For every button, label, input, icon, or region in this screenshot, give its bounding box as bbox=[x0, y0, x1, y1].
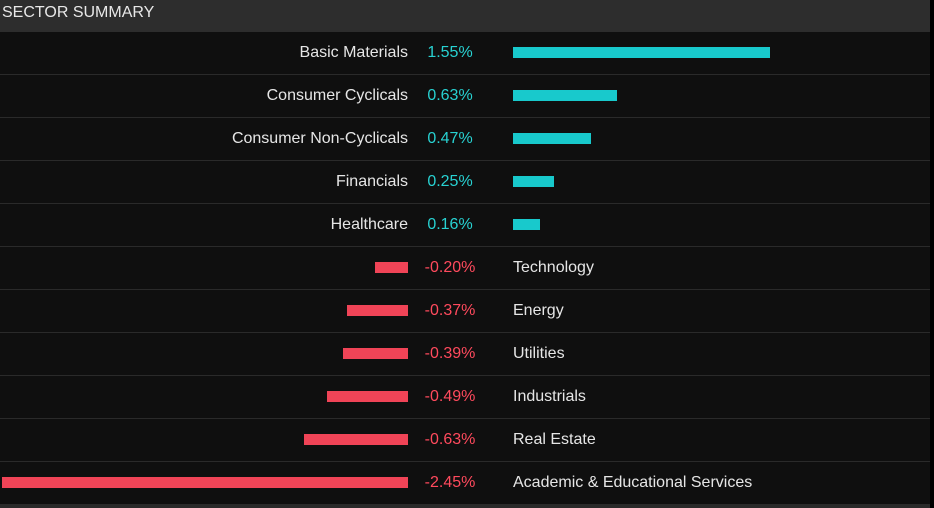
sector-change-value: 0.25% bbox=[427, 173, 473, 190]
sector-label: Real Estate bbox=[513, 431, 596, 448]
sector-row: Utilities -0.39% bbox=[0, 333, 930, 376]
negative-bar bbox=[343, 348, 408, 359]
sector-row: Industrials -0.49% bbox=[0, 376, 930, 419]
sector-row: Technology -0.20% bbox=[0, 247, 930, 290]
panel-title: SECTOR SUMMARY bbox=[0, 0, 930, 32]
sector-row: Consumer Cyclicals 0.63% bbox=[0, 75, 930, 118]
sector-row: Healthcare 0.16% bbox=[0, 204, 930, 247]
sector-label: Energy bbox=[513, 302, 564, 319]
sector-change-value: 1.55% bbox=[427, 44, 473, 61]
negative-bar bbox=[327, 391, 408, 402]
bottom-divider bbox=[0, 504, 930, 508]
sector-row: Consumer Non-Cyclicals 0.47% bbox=[0, 118, 930, 161]
sector-label: Consumer Non-Cyclicals bbox=[231, 130, 408, 147]
sector-row: Financials 0.25% bbox=[0, 161, 930, 204]
negative-bar bbox=[375, 262, 408, 273]
sector-change-value: -0.39% bbox=[424, 345, 476, 362]
sector-change-value: 0.63% bbox=[427, 87, 473, 104]
sector-label: Healthcare bbox=[330, 216, 408, 233]
sector-change-value: -0.49% bbox=[424, 388, 476, 405]
negative-bar bbox=[347, 305, 408, 316]
positive-bar bbox=[513, 90, 617, 101]
sector-change-value: 0.16% bbox=[427, 216, 473, 233]
sector-label: Basic Materials bbox=[299, 44, 408, 61]
sector-row: Basic Materials 1.55% bbox=[0, 32, 930, 75]
sector-change-value: -2.45% bbox=[424, 474, 476, 491]
sector-change-value: -0.20% bbox=[424, 259, 476, 276]
sector-change-value: 0.47% bbox=[427, 130, 473, 147]
positive-bar bbox=[513, 47, 770, 58]
negative-bar bbox=[2, 477, 408, 488]
positive-bar bbox=[513, 133, 591, 144]
positive-bar bbox=[513, 219, 540, 230]
sector-label: Utilities bbox=[513, 345, 565, 362]
sector-label: Technology bbox=[513, 259, 594, 276]
sector-change-value: -0.63% bbox=[424, 431, 476, 448]
positive-bar bbox=[513, 176, 554, 187]
sector-row: Energy -0.37% bbox=[0, 290, 930, 333]
sector-row: Academic & Educational Services -2.45% bbox=[0, 462, 930, 505]
sector-label: Financials bbox=[335, 173, 408, 190]
sector-label: Industrials bbox=[513, 388, 586, 405]
negative-bar bbox=[304, 434, 408, 445]
sector-change-value: -0.37% bbox=[424, 302, 476, 319]
sector-label: Academic & Educational Services bbox=[513, 474, 753, 491]
sector-row: Real Estate -0.63% bbox=[0, 419, 930, 462]
sector-label: Consumer Cyclicals bbox=[266, 87, 408, 104]
